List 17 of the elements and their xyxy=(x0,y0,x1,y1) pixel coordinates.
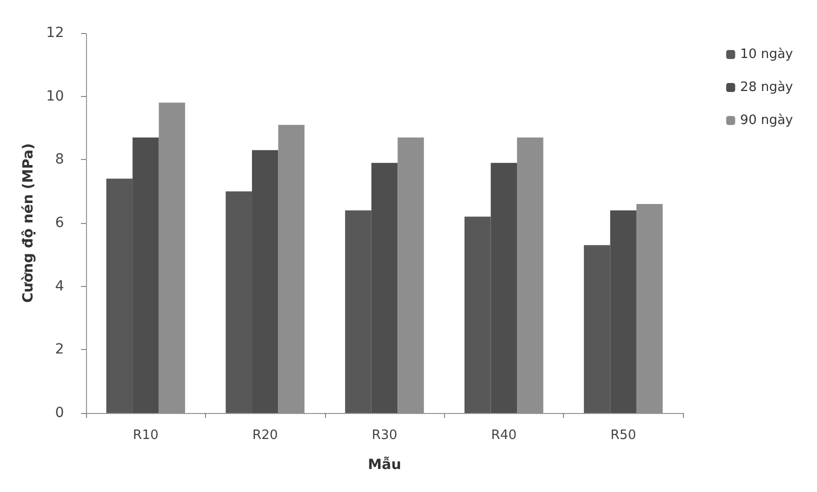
y-tick-label: 12 xyxy=(46,25,64,41)
x-tick-label: R10 xyxy=(132,428,158,443)
x-tick-label: R40 xyxy=(491,428,517,443)
x-tick-label: R50 xyxy=(610,428,636,443)
y-axis-title: Cường độ nén (MPa) xyxy=(20,143,36,303)
legend-label: 90 ngày xyxy=(740,113,794,128)
y-tick-label: 8 xyxy=(55,152,64,168)
y-tick-label: 0 xyxy=(55,405,64,421)
legend-label: 10 ngày xyxy=(740,47,794,62)
x-tick-label: R30 xyxy=(372,428,398,443)
y-tick-label: 4 xyxy=(55,278,64,294)
y-tick-label: 6 xyxy=(55,215,64,231)
y-tick-label: 10 xyxy=(46,88,64,104)
legend-label: 28 ngày xyxy=(740,80,794,95)
x-tick-label: R20 xyxy=(252,428,278,443)
x-axis-title: Mẫu xyxy=(368,456,402,473)
y-tick-label: 2 xyxy=(55,342,64,358)
